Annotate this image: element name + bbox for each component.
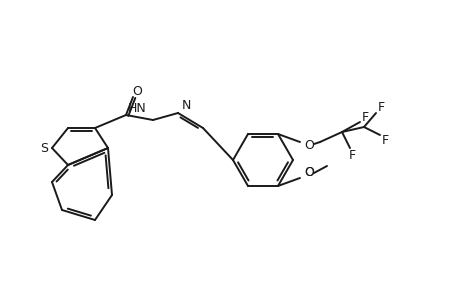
Text: N: N: [181, 98, 190, 112]
Text: O: O: [303, 167, 313, 179]
Text: F: F: [381, 134, 388, 146]
Text: HN: HN: [128, 102, 146, 115]
Text: S: S: [40, 142, 48, 154]
Text: F: F: [361, 110, 368, 124]
Text: O: O: [132, 85, 142, 98]
Text: O: O: [303, 139, 313, 152]
Text: F: F: [347, 148, 355, 161]
Text: O: O: [303, 167, 313, 179]
Text: F: F: [377, 100, 384, 113]
